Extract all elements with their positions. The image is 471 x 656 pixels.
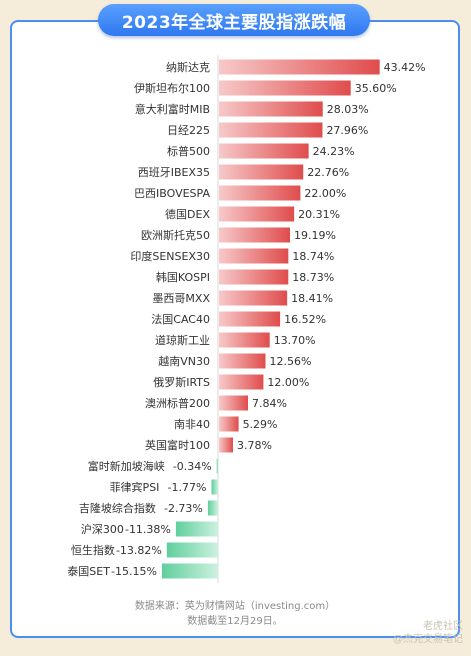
category-label: 俄罗斯IRTS (153, 376, 210, 389)
value-label: 28.03% (327, 103, 369, 116)
value-label: 16.52% (284, 313, 326, 326)
value-label: 12.56% (269, 355, 311, 368)
bar (219, 80, 351, 96)
value-label: -1.77% (168, 481, 207, 494)
category-label: 欧洲斯托克50 (141, 228, 210, 242)
value-label: 22.00% (304, 187, 346, 200)
bar (219, 185, 301, 201)
bar (219, 290, 288, 306)
category-label: 道琼斯工业 (155, 333, 210, 347)
bar (207, 500, 218, 516)
value-label: -0.34% (173, 460, 212, 473)
category-label: 富时新加坡海峡 (88, 459, 165, 473)
value-label: 18.73% (292, 271, 334, 284)
bar (219, 374, 264, 390)
category-label: 印度SENSEX30 (130, 249, 210, 263)
bar (219, 101, 323, 117)
bar (219, 269, 289, 285)
category-label: 越南VN30 (158, 354, 210, 368)
bar (219, 227, 291, 243)
value-label: 5.29% (243, 418, 278, 431)
value-label: 27.96% (326, 124, 368, 137)
value-label: 43.42% (384, 61, 426, 74)
bar (219, 353, 266, 369)
bar (216, 458, 219, 474)
bar (219, 311, 281, 327)
value-label: -11.38% (125, 523, 171, 536)
value-label: -2.73% (164, 502, 203, 515)
value-label: 20.31% (298, 208, 340, 221)
bar (219, 416, 239, 432)
category-label: 巴西IBOVESPA (134, 187, 210, 200)
category-label: 南非40 (174, 418, 210, 431)
category-label: 德国DEX (165, 207, 210, 221)
category-label: 墨西哥MXX (152, 292, 210, 305)
watermark-community: 老虎社区 (423, 621, 463, 632)
bar (219, 332, 270, 348)
bar (175, 521, 218, 537)
source-note: 数据来源：英为财情网站（investing.com） (134, 601, 336, 612)
category-label: 泰国SET (67, 564, 110, 578)
bar (219, 59, 380, 75)
value-label: 7.84% (252, 397, 287, 410)
value-label: 35.60% (355, 82, 397, 95)
category-label: 英国富时100 (145, 438, 210, 452)
bar (219, 395, 249, 411)
category-label: 日经225 (167, 124, 210, 137)
bar (211, 479, 218, 495)
value-label: 13.70% (274, 334, 316, 347)
category-label: 沪深300 (81, 522, 124, 536)
bar (219, 248, 289, 264)
value-label: 19.19% (294, 229, 336, 242)
bar (219, 206, 295, 222)
category-label: 恒生指数 (71, 543, 115, 557)
watermark-user: @杰克交易笔记 (393, 634, 463, 645)
chart-title: 2023年全球主要股指涨跌幅 (98, 4, 370, 36)
bar (219, 437, 233, 453)
value-label: 22.76% (307, 166, 349, 179)
value-label: 12.00% (267, 376, 309, 389)
value-label: 3.78% (237, 439, 272, 452)
value-label: -15.15% (111, 565, 157, 578)
category-label: 韩国KOSPI (156, 270, 210, 284)
value-label: 18.41% (291, 292, 333, 305)
category-label: 澳洲标普200 (145, 396, 210, 410)
value-label: 18.74% (292, 250, 334, 263)
category-label: 吉隆坡综合指数 (79, 501, 156, 515)
category-label: 标普500 (167, 144, 210, 158)
bar (219, 122, 323, 138)
category-label: 菲律宾PSI (110, 480, 160, 494)
category-label: 伊斯坦布尔100 (134, 81, 210, 95)
bar (219, 164, 304, 180)
watermark: 老虎社区 @杰克交易笔记 (393, 620, 463, 646)
category-label: 纳斯达克 (166, 61, 210, 74)
category-label: 西班牙IBEX35 (138, 166, 210, 179)
category-label: 法国CAC40 (151, 312, 210, 326)
bar (166, 542, 218, 558)
bar (161, 563, 218, 579)
date-note: 数据截至12月29日。 (187, 616, 283, 627)
value-label: 24.23% (313, 145, 355, 158)
value-label: -13.82% (116, 544, 162, 557)
bar (219, 143, 309, 159)
category-label: 意大利富时MIB (135, 102, 210, 116)
